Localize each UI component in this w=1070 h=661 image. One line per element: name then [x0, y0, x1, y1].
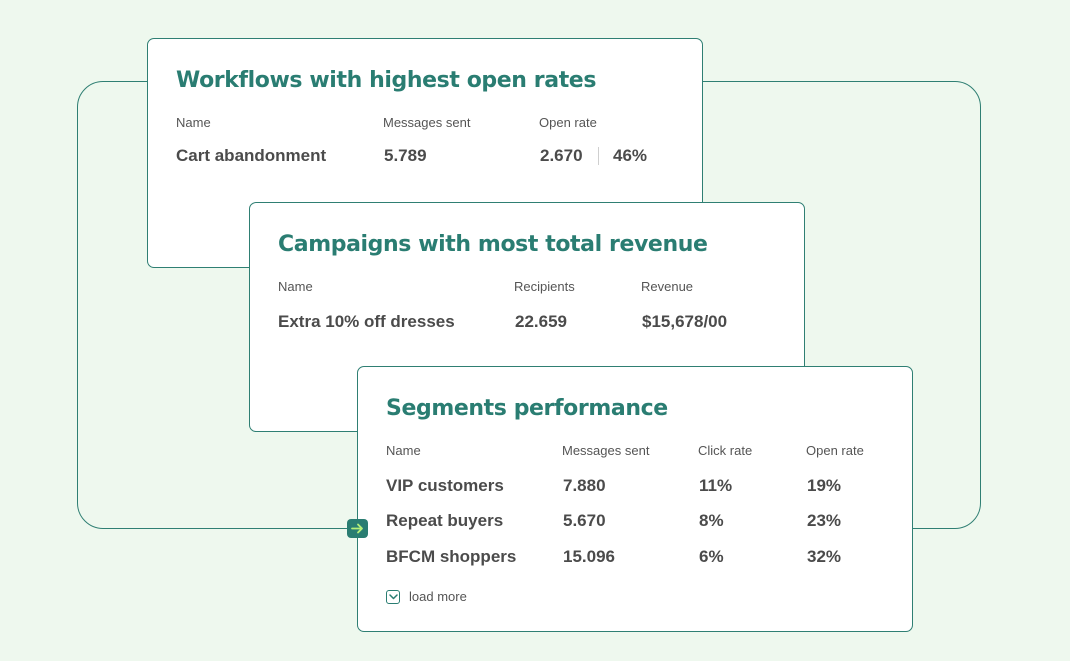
segments-header-open-rate: Open rate	[806, 443, 864, 458]
campaigns-header-revenue: Revenue	[641, 279, 694, 294]
campaigns-title: Campaigns with most total revenue	[278, 232, 708, 257]
segments-row-open-rate: 32%	[807, 547, 842, 566]
campaigns-row-name: Extra 10% off dresses	[278, 312, 455, 331]
workflows-row-messages-sent: 5.789	[384, 146, 427, 165]
segments-header-messages-sent: Messages sent	[562, 443, 650, 458]
workflows-row-open-rate: 46%	[613, 146, 648, 165]
segments-row-open-rate: 19%	[807, 476, 842, 495]
campaigns-header-name: Name	[278, 279, 313, 294]
segments-card: Segments performance Name Messages sent …	[357, 366, 913, 632]
segments-title: Segments performance	[386, 396, 668, 421]
workflows-row-name: Cart abandonment	[176, 146, 327, 165]
campaigns-row-recipients: 22.659	[515, 312, 567, 331]
segments-row-messages-sent: 15.096	[563, 547, 615, 566]
segments-row-name: BFCM shoppers	[386, 547, 517, 566]
workflows-row-opens: 2.670	[540, 146, 583, 165]
segments-header-click-rate: Click rate	[698, 443, 753, 458]
segments-row-open-rate: 23%	[807, 511, 842, 530]
chevron-down-icon	[386, 589, 400, 604]
segments-row-click-rate: 6%	[699, 547, 724, 566]
workflows-header-name: Name	[176, 115, 211, 130]
workflows-header-messages-sent: Messages sent	[383, 115, 471, 130]
arrow-right-icon	[347, 519, 368, 538]
segments-row-name: Repeat buyers	[386, 511, 504, 530]
segments-row-messages-sent: 5.670	[563, 511, 606, 530]
segments-row-click-rate: 11%	[699, 476, 733, 495]
load-more-label: load more	[409, 589, 467, 604]
segments-row-click-rate: 8%	[699, 511, 724, 530]
load-more-button[interactable]: load more	[386, 589, 467, 604]
segments-header-name: Name	[386, 443, 421, 458]
workflows-row-divider	[598, 147, 599, 165]
workflows-header-open-rate: Open rate	[539, 115, 597, 130]
segments-row-messages-sent: 7.880	[563, 476, 606, 495]
campaigns-header-recipients: Recipients	[514, 279, 575, 294]
workflows-title: Workflows with highest open rates	[176, 68, 597, 93]
campaigns-row-revenue: $15,678/00	[642, 312, 728, 331]
segments-row-name: VIP customers	[386, 476, 504, 495]
